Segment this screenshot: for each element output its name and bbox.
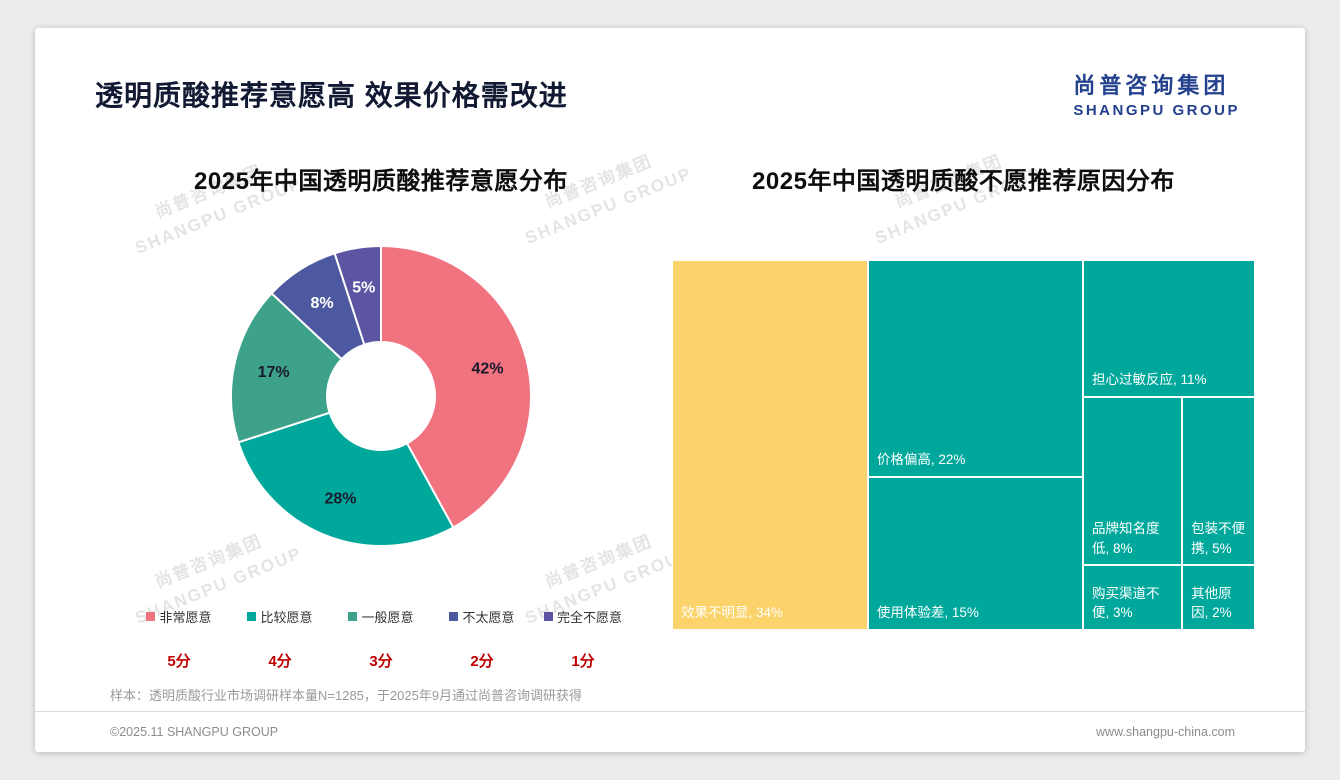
treemap-cell-experience: 使用体验差, 15%: [867, 476, 1083, 630]
score-label: 1分: [571, 653, 595, 670]
score-label: 5分: [167, 653, 191, 670]
treemap-cell-label: 效果不明显, 34%: [681, 605, 784, 621]
treemap-cell-label: 包装不便携, 5%: [1191, 521, 1246, 556]
donut-slice-4: [333, 244, 382, 346]
treemap-cell-label: 价格偏高, 22%: [876, 452, 966, 468]
legend-item: 完全不愿意: [533, 607, 634, 626]
treemap-cell-price: 价格偏高, 22%: [867, 260, 1083, 477]
donut-chart: 42% 28% 17% 8% 5%: [211, 226, 551, 571]
score-label: 2分: [470, 653, 494, 670]
footer-divider: [35, 711, 1305, 712]
treemap-cell-brand: 品牌知名度低, 8%: [1083, 396, 1183, 566]
donut-slice-label-4: 5%: [352, 279, 375, 296]
donut-hole: [325, 340, 437, 452]
score-label: 4分: [268, 653, 292, 670]
donut-slice-label-2: 17%: [258, 364, 290, 381]
donut-chart-title: 2025年中国透明质酸推荐意愿分布: [194, 168, 568, 195]
legend-label: 完全不愿意: [556, 610, 622, 625]
legend-item: 非常愿意: [129, 607, 230, 626]
treemap-chart: 效果不明显, 34% 价格偏高, 22% 使用体验差, 15% 担心过敏反应, …: [672, 260, 1255, 630]
treemap-cell-other: 其他原因, 2%: [1182, 565, 1255, 630]
report-card: 尚普咨询集团 SHANGPU GROUP 尚普咨询集团 SHANGPU GROU…: [35, 28, 1305, 752]
donut-slice-0: [380, 244, 532, 529]
treemap-cell-label: 担心过敏反应, 11%: [1092, 372, 1207, 388]
legend-label: 比较愿意: [260, 610, 313, 625]
footer-copyright: ©2025.11 SHANGPU GROUP: [110, 725, 279, 739]
legend-swatch: [247, 612, 257, 621]
brand-logo: 尚普咨询集团 SHANGPU GROUP: [1073, 68, 1240, 119]
donut-slice-2: [230, 291, 344, 444]
legend-swatch: [449, 612, 459, 621]
footer-url: www.shangpu-china.com: [1096, 725, 1235, 739]
donut-chart-section: 2025年中国透明质酸推荐意愿分布 42% 28% 17% 8% 5% 非常愿意 比较愿…: [90, 119, 672, 671]
donut-svg: 42% 28% 17% 8% 5%: [230, 244, 532, 547]
treemap-cell-channel: 购买渠道不便, 3%: [1083, 565, 1183, 630]
brand-logo-cn: 尚普咨询集团: [1073, 73, 1230, 98]
legend-item: 一般愿意: [331, 607, 432, 626]
header: 透明质酸推荐意愿高 效果价格需改进 尚普咨询集团 SHANGPU GROUP: [35, 28, 1305, 119]
treemap-cell-label: 购买渠道不便, 3%: [1092, 585, 1160, 621]
treemap-chart-section: 2025年中国透明质酸不愿推荐原因分布 效果不明显, 34% 价格偏高, 22%…: [672, 119, 1255, 671]
donut-slice-label-0: 42%: [472, 361, 504, 378]
treemap-cell-label: 使用体验差, 15%: [876, 605, 979, 621]
treemap-cell-package: 包装不便携, 5%: [1182, 396, 1255, 566]
legend-label: 不太愿意: [462, 610, 515, 625]
legend-label: 一般愿意: [361, 610, 414, 625]
treemap-cell-allergy: 担心过敏反应, 11%: [1083, 260, 1255, 397]
legend-swatch: [348, 612, 358, 621]
footer: ©2025.11 SHANGPU GROUP www.shangpu-china…: [110, 725, 1235, 739]
legend-swatch: [146, 612, 156, 621]
donut-legend: 非常愿意 比较愿意 一般愿意 不太愿意 完全不愿意: [129, 607, 634, 626]
treemap-cell-label: 其他原因, 2%: [1191, 585, 1232, 621]
sample-note: 样本：透明质酸行业市场调研样本量N=1285，于2025年9月通过尚普咨询调研获…: [110, 688, 583, 703]
treemap-cell-effect: 效果不明显, 34%: [672, 260, 868, 630]
legend-item: 比较愿意: [230, 607, 331, 626]
score-label: 3分: [369, 653, 393, 670]
treemap-cell-label: 品牌知名度低, 8%: [1092, 521, 1160, 556]
legend-swatch: [543, 612, 553, 621]
donut-slice-label-3: 8%: [310, 295, 333, 312]
score-row: 5分 4分 3分 2分 1分: [129, 650, 634, 671]
donut-slice-label-1: 28%: [324, 490, 356, 507]
legend-item: 不太愿意: [432, 607, 533, 626]
page-title: 透明质酸推荐意愿高 效果价格需改进: [95, 79, 568, 111]
charts-area: 2025年中国透明质酸推荐意愿分布 42% 28% 17% 8% 5% 非常愿意 比较愿…: [35, 119, 1305, 671]
treemap-chart-title: 2025年中国透明质酸不愿推荐原因分布: [752, 168, 1175, 195]
legend-label: 非常愿意: [159, 610, 212, 625]
donut-slice-1: [237, 411, 455, 547]
brand-logo-en: SHANGPU GROUP: [1073, 102, 1240, 119]
